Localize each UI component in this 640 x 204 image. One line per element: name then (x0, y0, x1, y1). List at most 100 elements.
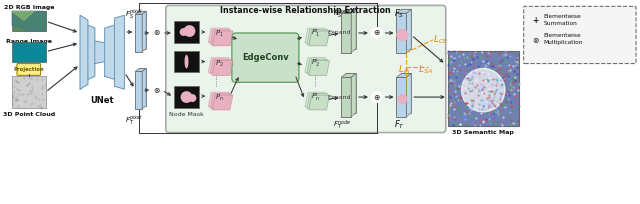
Polygon shape (308, 61, 330, 75)
Text: 3D Point Cloud: 3D Point Cloud (3, 112, 55, 117)
Text: Projection: Projection (13, 67, 44, 72)
Polygon shape (308, 31, 330, 46)
Polygon shape (80, 15, 88, 89)
Polygon shape (351, 73, 356, 117)
Text: $F_S$: $F_S$ (394, 7, 404, 20)
FancyBboxPatch shape (166, 5, 446, 133)
Polygon shape (341, 73, 356, 77)
Polygon shape (307, 94, 328, 108)
Text: Summation: Summation (543, 21, 577, 26)
Polygon shape (208, 58, 229, 72)
Polygon shape (115, 15, 124, 89)
Polygon shape (397, 13, 406, 53)
Polygon shape (208, 28, 229, 43)
Polygon shape (139, 11, 146, 49)
Polygon shape (397, 77, 406, 117)
Text: Range Image: Range Image (6, 39, 52, 44)
Text: 2D RGB Image: 2D RGB Image (4, 5, 54, 10)
Polygon shape (210, 30, 231, 44)
Text: $L_{IA}$: $L_{IA}$ (399, 63, 412, 76)
Circle shape (397, 29, 408, 41)
Polygon shape (401, 9, 412, 49)
Text: $F_T^{node}$: $F_T^{node}$ (333, 119, 352, 132)
Polygon shape (401, 73, 412, 113)
Polygon shape (212, 61, 233, 75)
Text: Node Mask: Node Mask (169, 112, 204, 117)
Ellipse shape (184, 55, 189, 69)
Text: $\oplus$: $\oplus$ (373, 93, 381, 102)
Text: $F_T$: $F_T$ (394, 119, 405, 131)
Polygon shape (212, 31, 233, 46)
Circle shape (152, 85, 162, 95)
Text: Expand: Expand (328, 95, 351, 100)
Polygon shape (12, 11, 34, 20)
Text: $P_1'$: $P_1'$ (311, 28, 320, 40)
Polygon shape (351, 9, 356, 53)
FancyBboxPatch shape (12, 11, 45, 31)
Circle shape (531, 37, 540, 45)
Polygon shape (135, 69, 146, 71)
Text: EdgeConv: EdgeConv (242, 53, 289, 62)
Text: $F_S^{node}$: $F_S^{node}$ (333, 7, 352, 21)
Polygon shape (95, 41, 105, 64)
Text: $L_{SA}$: $L_{SA}$ (418, 63, 433, 76)
FancyBboxPatch shape (17, 64, 40, 75)
Text: UNet: UNet (90, 96, 113, 105)
Polygon shape (406, 9, 412, 53)
FancyBboxPatch shape (12, 76, 45, 108)
Text: $\otimes$: $\otimes$ (153, 29, 161, 38)
Text: $P_n$: $P_n$ (214, 93, 223, 103)
Polygon shape (135, 14, 142, 52)
Polygon shape (341, 77, 351, 117)
Text: Instance-wise Relationship Extraction: Instance-wise Relationship Extraction (220, 6, 391, 15)
Polygon shape (88, 25, 95, 79)
Text: $\otimes$: $\otimes$ (153, 86, 161, 95)
Text: Expand: Expand (328, 30, 351, 35)
FancyBboxPatch shape (173, 21, 199, 43)
Text: +: + (532, 16, 539, 25)
Polygon shape (212, 95, 233, 110)
Text: $F_T^{pixel}$: $F_T^{pixel}$ (125, 114, 143, 128)
Polygon shape (346, 9, 356, 49)
Circle shape (371, 28, 382, 38)
Polygon shape (308, 95, 330, 110)
Circle shape (189, 94, 196, 102)
Polygon shape (135, 11, 146, 14)
Polygon shape (210, 94, 231, 108)
Text: Multiplication: Multiplication (543, 40, 583, 45)
Text: $L_{CE}$: $L_{CE}$ (433, 34, 449, 46)
Polygon shape (305, 58, 326, 72)
FancyBboxPatch shape (173, 86, 199, 108)
Text: $P_2$: $P_2$ (214, 59, 223, 69)
Polygon shape (12, 11, 45, 31)
Text: $P_1$: $P_1$ (214, 29, 223, 39)
FancyBboxPatch shape (448, 51, 519, 126)
Polygon shape (208, 92, 229, 107)
Text: $\oplus$: $\oplus$ (373, 29, 381, 38)
Text: 3D Semantic Map: 3D Semantic Map (452, 130, 514, 135)
Circle shape (180, 28, 188, 36)
Text: $P_2'$: $P_2'$ (311, 58, 320, 70)
Polygon shape (341, 9, 356, 13)
Polygon shape (397, 9, 412, 13)
Circle shape (397, 94, 407, 104)
Polygon shape (341, 13, 351, 53)
Text: $F_S^{pixel}$: $F_S^{pixel}$ (125, 7, 143, 21)
Text: $\otimes$: $\otimes$ (532, 36, 540, 45)
Polygon shape (105, 25, 115, 79)
Text: Elementwise: Elementwise (543, 33, 581, 38)
FancyBboxPatch shape (524, 6, 636, 64)
Polygon shape (142, 69, 146, 109)
Polygon shape (305, 28, 326, 43)
Polygon shape (307, 59, 328, 74)
Circle shape (180, 91, 193, 103)
Circle shape (184, 25, 195, 37)
Polygon shape (305, 92, 326, 107)
Circle shape (152, 28, 162, 38)
FancyBboxPatch shape (232, 33, 299, 82)
Polygon shape (397, 73, 412, 77)
Circle shape (461, 69, 505, 112)
Polygon shape (210, 59, 231, 74)
Circle shape (531, 16, 540, 25)
Polygon shape (406, 73, 412, 117)
